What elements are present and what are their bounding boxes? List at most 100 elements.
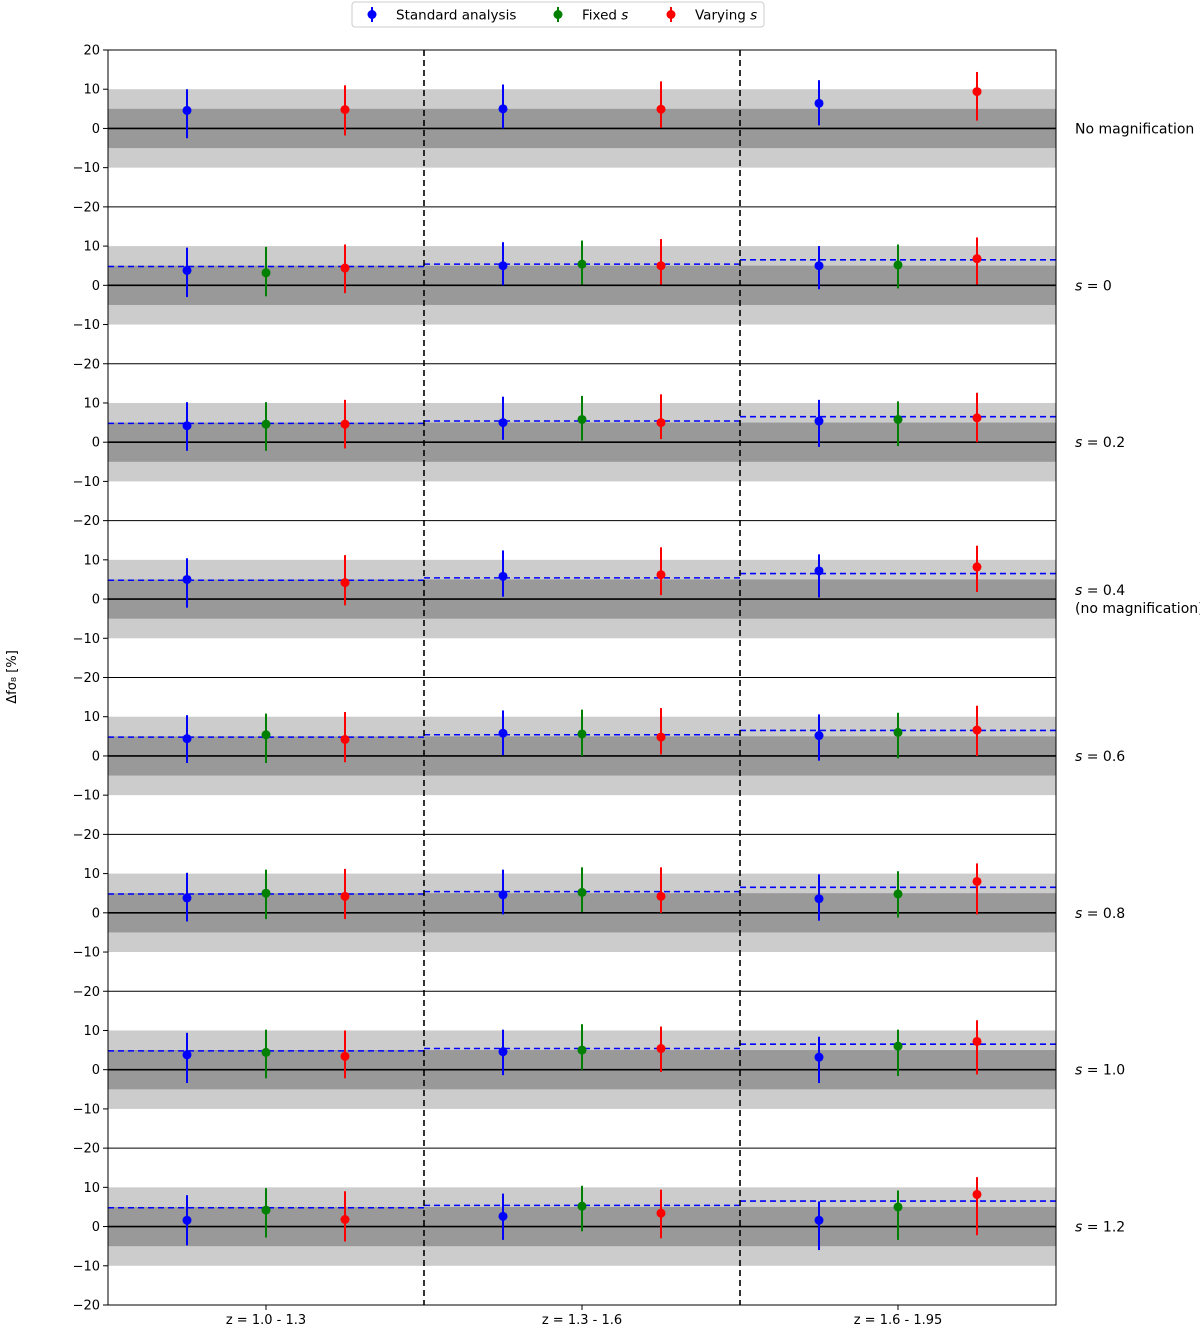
row-label: s = 0.2 [1075, 435, 1125, 451]
varying-point [972, 725, 982, 735]
legend-marker-point [553, 10, 563, 19]
fixed-point [577, 1201, 587, 1211]
varying-point [340, 891, 350, 901]
y-tick-label: 0 [92, 906, 100, 921]
y-tick-label: −20 [73, 200, 100, 215]
standard-point [498, 571, 508, 581]
y-tick-label: −10 [73, 161, 100, 176]
varying-point [972, 87, 982, 97]
fixed-point [261, 730, 271, 740]
y-tick-label: −10 [73, 632, 100, 647]
y-tick-label: 10 [83, 83, 100, 98]
varying-point [972, 562, 982, 572]
y-tick-label: −20 [73, 1299, 100, 1314]
y-tick-label: 0 [92, 279, 100, 294]
y-axis: 20 10 0 −10 −20 10 0 −10 −20 10 0 −10 −20 10 0 −10 −20 10… [73, 44, 108, 1314]
varying-point [972, 1189, 982, 1199]
fixed-point [261, 268, 271, 278]
fixed-point [261, 1047, 271, 1057]
fixed-point [893, 414, 903, 424]
standard-point [814, 98, 824, 108]
y-tick-label: −10 [73, 1102, 100, 1117]
fixed-point [577, 1045, 587, 1055]
standard-point [814, 566, 824, 576]
x-tick-label: z = 1.3 - 1.6 [542, 1313, 622, 1327]
y-tick-label: −10 [73, 318, 100, 333]
standard-point [182, 105, 192, 115]
standard-point [814, 1215, 824, 1225]
varying-point [340, 263, 350, 273]
varying-point [656, 261, 666, 271]
y-tick-label: 20 [83, 44, 100, 59]
y-tick-label: −10 [73, 475, 100, 490]
y-tick-label: −20 [73, 1142, 100, 1157]
standard-point [814, 894, 824, 904]
fixed-point [577, 887, 587, 897]
row-label: s = 0.8 [1075, 906, 1125, 922]
y-tick-label: 0 [92, 436, 100, 451]
standard-point [814, 416, 824, 426]
standard-point [182, 893, 192, 903]
y-tick-label: −20 [73, 671, 100, 686]
varying-point [340, 105, 350, 115]
varying-point [340, 1051, 350, 1061]
standard-point [182, 1050, 192, 1060]
varying-point [340, 419, 350, 429]
fixed-point [577, 259, 587, 269]
standard-point [814, 261, 824, 271]
y-tick-label: 10 [83, 1024, 100, 1039]
y-tick-label: −10 [73, 789, 100, 804]
row-label: (no magnification) [1075, 601, 1200, 617]
standard-point [814, 1052, 824, 1062]
y-tick-label: 10 [83, 553, 100, 568]
legend-marker-point [666, 10, 676, 19]
fixed-point [577, 414, 587, 424]
x-tick-label: z = 1.0 - 1.3 [226, 1313, 306, 1327]
standard-point [498, 261, 508, 271]
y-tick-label: 10 [83, 710, 100, 725]
standard-point [498, 104, 508, 114]
x-bin-labels: z = 1.0 - 1.3 z = 1.3 - 1.6 z = 1.6 - 1.95 [226, 1305, 942, 1327]
fixed-point [893, 727, 903, 737]
x-tick-label: z = 1.6 - 1.95 [854, 1313, 943, 1327]
y-tick-label: −20 [73, 828, 100, 843]
y-tick-label: 10 [83, 240, 100, 255]
row-label: s = 0.6 [1075, 749, 1125, 765]
standard-point [498, 1047, 508, 1057]
row-label: No magnification [1075, 121, 1194, 137]
y-tick-label: 10 [83, 867, 100, 882]
varying-point [972, 876, 982, 886]
standard-point [498, 890, 508, 900]
standard-point [814, 731, 824, 741]
row-labels: No magnification s = 0 s = 0.2 s = 0.4 (no m… [1075, 121, 1200, 1235]
row-label: s = 0.4 [1075, 583, 1125, 599]
standard-point [182, 1215, 192, 1225]
y-tick-label: 10 [83, 1181, 100, 1196]
y-tick-label: 0 [92, 749, 100, 764]
standard-point [498, 418, 508, 428]
y-axis-label: Δfσ₈ [%] [5, 650, 20, 704]
varying-point [972, 1036, 982, 1046]
fixed-point [893, 260, 903, 270]
fixed-point [577, 729, 587, 739]
varying-point [972, 413, 982, 423]
standard-point [182, 574, 192, 584]
varying-point [340, 734, 350, 744]
y-tick-label: −10 [73, 946, 100, 961]
legend: Standard analysis Fixed s Varying s [351, 1, 765, 28]
row-label: s = 0 [1075, 278, 1112, 294]
y-tick-label: −10 [73, 1259, 100, 1274]
varying-point [656, 418, 666, 428]
fixed-point [893, 1202, 903, 1212]
varying-point [656, 1208, 666, 1218]
legend-marker-point [367, 10, 377, 19]
y-tick-label: 0 [92, 1063, 100, 1078]
standard-point [498, 1211, 508, 1221]
row-label: s = 1.0 [1075, 1063, 1125, 1079]
standard-point [182, 265, 192, 275]
row-label: s = 1.2 [1075, 1220, 1125, 1236]
standard-point [182, 421, 192, 431]
y-tick-label: 0 [92, 593, 100, 608]
y-tick-label: 0 [92, 122, 100, 137]
